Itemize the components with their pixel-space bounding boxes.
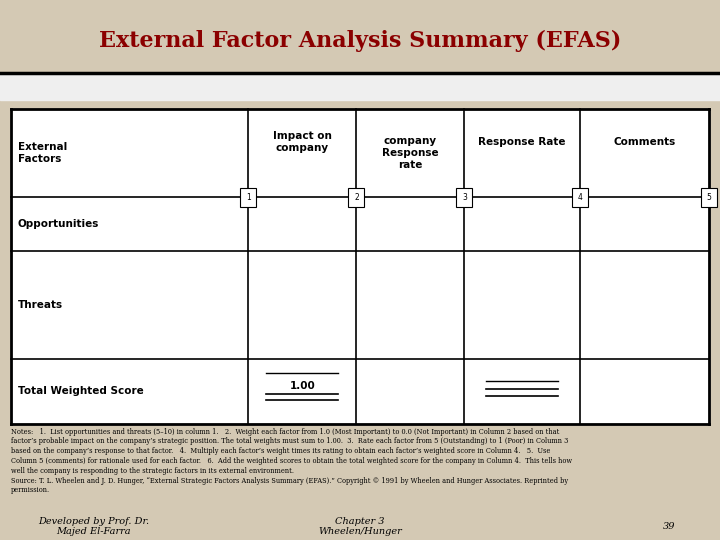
Bar [11,109,709,424]
Bar [240,187,256,206]
Text: Developed by Prof. Dr.
Majed El-Farra: Developed by Prof. Dr. Majed El-Farra [38,517,149,536]
Text: Total Weighted Score: Total Weighted Score [18,387,144,396]
Text: 5: 5 [707,193,711,201]
Text: 1.00: 1.00 [289,381,315,391]
Text: External
Factors: External Factors [18,142,67,164]
Bar [572,187,588,206]
Text: 1: 1 [246,193,251,201]
Text: 4: 4 [577,193,582,201]
Text: 2: 2 [354,193,359,201]
Bar [0,16,720,73]
Bar [0,73,720,100]
Text: 39: 39 [663,522,676,531]
Bar [456,187,472,206]
Text: Comments: Comments [613,137,675,147]
Text: company
Response
rate: company Response rate [382,137,438,170]
Text: Impact on
company: Impact on company [273,131,332,153]
Text: Notes:   1.  List opportunities and threats (5–10) in column 1.   2.  Weight eac: Notes: 1. List opportunities and threats… [11,428,572,495]
Bar [701,187,717,206]
Text: Opportunities: Opportunities [18,219,99,229]
Text: Response Rate: Response Rate [478,137,566,147]
Text: Threats: Threats [18,300,63,310]
Text: Chapter 3
Wheelen/Hunger: Chapter 3 Wheelen/Hunger [318,517,402,536]
Text: External Factor Analysis Summary (EFAS): External Factor Analysis Summary (EFAS) [99,30,621,51]
Text: 3: 3 [462,193,467,201]
Bar [348,187,364,206]
